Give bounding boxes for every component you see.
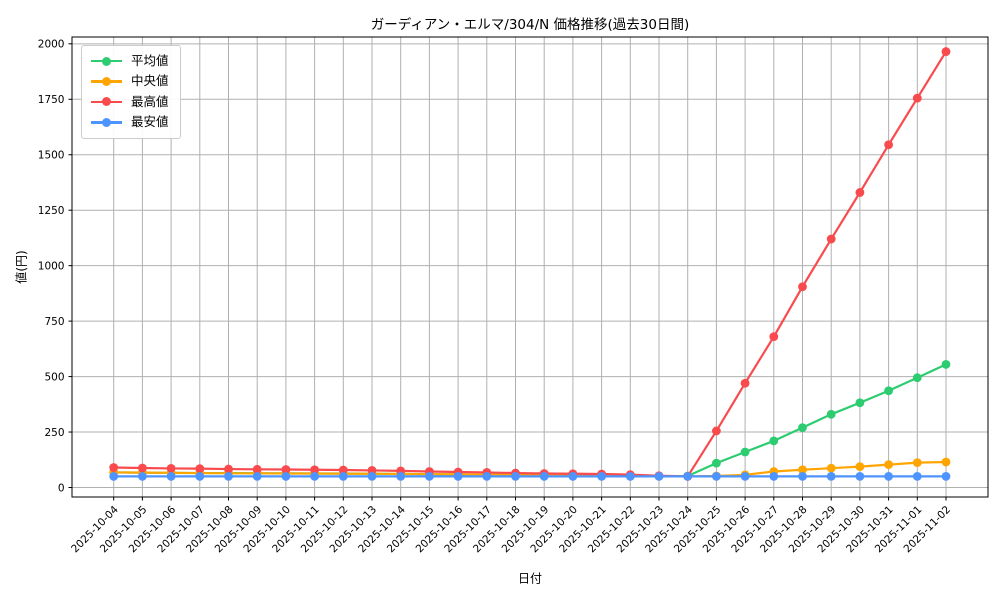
max-marker (884, 140, 893, 150)
max-marker (798, 282, 807, 292)
min-marker (453, 472, 463, 481)
min-line-swatch-icon (91, 117, 122, 127)
y-tick-label: 250 (44, 427, 64, 439)
min-marker (539, 472, 549, 481)
mean-marker (941, 359, 951, 369)
min-marker (625, 472, 635, 481)
min-marker (138, 472, 147, 481)
min-marker (597, 472, 606, 481)
min-marker (683, 472, 693, 481)
max-line (109, 47, 951, 481)
min-marker (740, 472, 750, 481)
min-marker (338, 472, 348, 481)
max-marker (281, 465, 291, 474)
median-marker (912, 458, 922, 468)
max-marker (941, 47, 951, 56)
max-marker (826, 234, 836, 244)
min-marker (855, 472, 865, 481)
max-marker (195, 464, 205, 474)
min-marker (884, 472, 893, 481)
median-marker (798, 465, 807, 475)
legend-item-max: 最高値 (91, 92, 169, 112)
max-marker (310, 465, 319, 475)
y-tick-label: 1000 (38, 260, 65, 272)
y-tick-label: 1500 (38, 150, 65, 162)
max-marker (224, 464, 233, 474)
mean-marker (740, 447, 750, 457)
max-marker (712, 426, 721, 436)
mean-marker (912, 373, 922, 383)
chart-title: ガーディアン・エルマ/304/N 価格推移(過去30日間) (370, 17, 690, 33)
min-marker (654, 472, 664, 481)
min-marker (712, 472, 721, 481)
legend-item-mean: 平均値 (91, 51, 169, 71)
min-marker (252, 472, 262, 481)
legend-item-median: 中央値 (91, 71, 169, 91)
median-line-swatch-icon (91, 77, 122, 87)
min-marker (195, 472, 205, 481)
min-marker (826, 472, 836, 481)
x-axis-label: 日付 (517, 571, 543, 586)
min-marker (396, 472, 406, 481)
min-marker (310, 472, 319, 481)
min-marker (109, 472, 119, 481)
mean-marker (769, 436, 779, 446)
plot-area-border (71, 36, 989, 498)
max-marker (855, 188, 865, 197)
y-tick-label: 500 (44, 371, 64, 383)
mean-marker (884, 386, 893, 396)
legend-label-mean: 平均値 (131, 52, 169, 68)
min-marker (482, 472, 492, 481)
mean-marker (855, 398, 865, 408)
max-marker (138, 463, 147, 473)
min-marker (941, 472, 951, 481)
max-line-swatch-icon (91, 97, 122, 107)
min-marker (769, 472, 779, 481)
gridlines (72, 37, 988, 497)
y-tick-label: 0 (58, 482, 65, 494)
y-tick-label: 1750 (38, 94, 65, 106)
min-marker (798, 472, 807, 481)
max-marker (912, 93, 922, 103)
median-marker (826, 463, 836, 473)
min-marker (166, 472, 176, 481)
y-axis-label: 値(円) (14, 250, 29, 284)
min-line (109, 472, 951, 481)
max-marker (740, 378, 750, 388)
max-marker (166, 464, 176, 473)
max-marker (252, 464, 262, 474)
mean-marker (712, 458, 721, 468)
legend-item-min: 最安値 (91, 112, 169, 132)
min-marker (511, 472, 520, 481)
legend-label-max: 最高値 (131, 93, 169, 109)
min-marker (425, 472, 434, 481)
min-marker (367, 472, 377, 481)
mean-line (109, 359, 951, 481)
max-marker (338, 465, 348, 475)
min-marker (224, 472, 233, 481)
legend: 平均値 中央値 最高値 最安値 (81, 45, 181, 139)
mean-marker (826, 409, 836, 419)
median-marker (884, 460, 893, 470)
max-marker (769, 332, 779, 342)
median-marker (855, 462, 865, 472)
legend-label-min: 最安値 (131, 114, 169, 130)
min-marker (912, 472, 922, 481)
median-marker (941, 457, 951, 467)
legend-label-median: 中央値 (131, 73, 169, 89)
min-marker (281, 472, 291, 481)
min-marker (568, 472, 578, 481)
y-tick-label: 1250 (38, 205, 65, 217)
y-tick-label: 750 (44, 316, 64, 328)
mean-marker (798, 423, 807, 433)
y-tick-label: 2000 (38, 39, 65, 51)
max-marker (109, 463, 119, 472)
mean-line-swatch-icon (91, 56, 122, 66)
